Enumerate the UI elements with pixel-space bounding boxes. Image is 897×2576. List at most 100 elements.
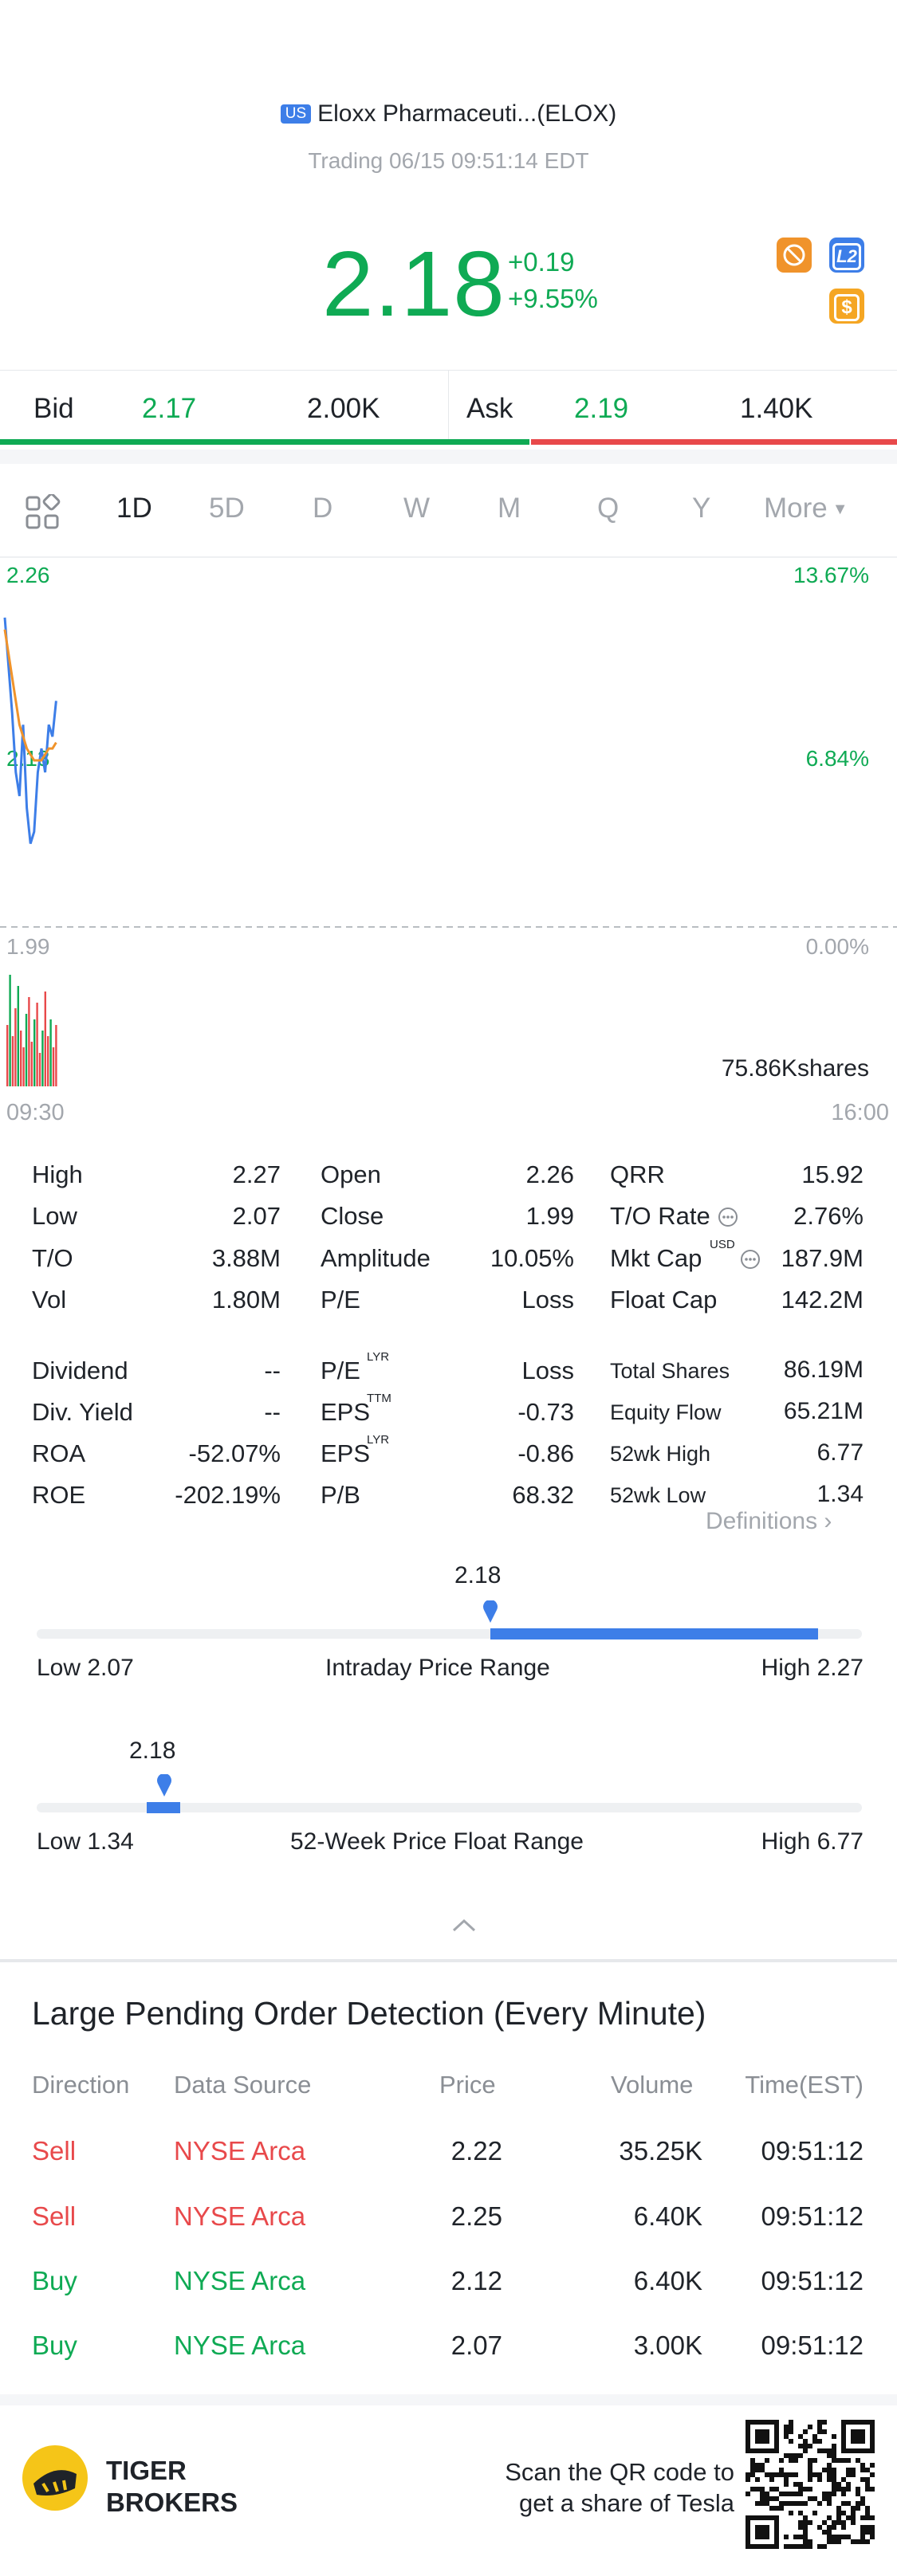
lock-badge-icon[interactable] xyxy=(777,238,812,273)
volume-bar xyxy=(14,1008,17,1086)
tab-week[interactable]: W xyxy=(403,493,431,524)
tab-5d[interactable]: 5D xyxy=(209,493,245,524)
info-icon[interactable] xyxy=(740,1249,761,1274)
qr-module xyxy=(870,2515,875,2520)
stat-value: Loss xyxy=(521,1286,574,1314)
qr-module xyxy=(755,2487,760,2492)
qr-module xyxy=(836,2506,841,2511)
stat-label: Equity Flow xyxy=(610,1400,722,1424)
qr-module xyxy=(789,2453,793,2458)
qr-module xyxy=(817,2525,822,2530)
qr-module xyxy=(836,2539,841,2544)
stat-value: 6.77 xyxy=(816,1439,864,1466)
stock-title: US Eloxx Pharmaceuti...(ELOX) xyxy=(0,100,897,128)
info-icon[interactable] xyxy=(718,1207,738,1231)
qr-module xyxy=(817,2429,822,2434)
layout-grid-icon[interactable] xyxy=(24,493,61,535)
stat-label: Mkt Cap xyxy=(610,1244,702,1272)
qr-module xyxy=(798,2453,803,2458)
qr-module xyxy=(841,2525,846,2530)
order-volume: 6.40K xyxy=(633,2201,702,2231)
footer: TIGER BROKERS Scan the QR code to get a sh… xyxy=(0,2394,897,2576)
volume-label: 75.86Kshares xyxy=(721,1055,869,1082)
section-gap xyxy=(0,450,897,464)
week52-marker-icon xyxy=(156,1773,172,1800)
volume-bar xyxy=(36,1003,38,1086)
tab-day[interactable]: D xyxy=(313,493,333,524)
order-source: NYSE Arca xyxy=(174,2136,306,2166)
qr-module xyxy=(860,2535,865,2539)
qr-module xyxy=(856,2458,860,2463)
definitions-link[interactable]: Definitions › xyxy=(706,1508,832,1535)
bid-price: 2.17 xyxy=(142,393,197,424)
col-price: Price xyxy=(439,2071,496,2099)
chevron-up-icon[interactable] xyxy=(450,1916,478,1938)
qr-module xyxy=(827,2501,832,2506)
intraday-price-chart[interactable] xyxy=(0,558,897,1116)
qr-module xyxy=(793,2458,798,2463)
week52-current-price: 2.18 xyxy=(129,1738,176,1764)
order-direction: Sell xyxy=(32,2201,77,2231)
qr-module xyxy=(784,2535,789,2539)
qr-module xyxy=(870,2463,875,2468)
stat-label: T/O Rate xyxy=(610,1202,710,1230)
qr-module xyxy=(851,2515,856,2520)
qr-module xyxy=(769,2496,774,2501)
qr-module xyxy=(827,2453,832,2458)
tab-month[interactable]: M xyxy=(498,493,521,524)
qr-module xyxy=(851,2539,856,2544)
volume-bar xyxy=(52,1047,55,1086)
qr-module xyxy=(841,2511,846,2515)
qr-module xyxy=(784,2453,789,2458)
qr-module xyxy=(865,2525,870,2530)
chevron-down-icon: ▼ xyxy=(832,501,848,518)
qr-module xyxy=(784,2544,789,2549)
qr-code-icon[interactable] xyxy=(746,2420,875,2549)
volume-bar xyxy=(47,1036,49,1086)
tab-year[interactable]: Y xyxy=(692,493,711,524)
qr-module xyxy=(851,2468,856,2472)
qr-module xyxy=(789,2501,793,2506)
stat-label: Amplitude xyxy=(321,1244,431,1272)
stat-value: 3.88M xyxy=(211,1244,281,1272)
level2-badge-icon[interactable]: L2 xyxy=(829,238,864,273)
order-price: 2.07 xyxy=(450,2331,502,2360)
qr-module xyxy=(789,2472,793,2477)
qr-module xyxy=(779,2501,784,2506)
order-source: NYSE Arca xyxy=(174,2201,306,2231)
qr-module xyxy=(817,2425,822,2429)
qr-module xyxy=(865,2539,870,2544)
bid-label: Bid xyxy=(33,393,74,424)
tab-1d[interactable]: 1D xyxy=(116,493,152,524)
qr-module xyxy=(822,2468,827,2472)
qr-module xyxy=(832,2482,836,2487)
qr-module xyxy=(841,2535,846,2539)
qr-module xyxy=(765,2472,769,2477)
volume-bar xyxy=(49,1019,52,1086)
stat-label-superscript: USD xyxy=(710,1238,735,1251)
qr-module xyxy=(760,2492,765,2496)
qr-module xyxy=(784,2429,789,2434)
qr-module xyxy=(832,2453,836,2458)
time-end: 16:00 xyxy=(831,1100,889,1125)
qr-module xyxy=(774,2506,779,2511)
qr-module xyxy=(827,2463,832,2468)
qr-module xyxy=(760,2501,765,2506)
qr-module xyxy=(798,2520,803,2525)
qr-module xyxy=(817,2472,822,2477)
tiger-logo-icon xyxy=(19,2442,91,2518)
dollar-badge-icon[interactable]: $ xyxy=(829,289,864,324)
qr-module xyxy=(808,2463,812,2468)
tab-quarter[interactable]: Q xyxy=(597,493,620,524)
stat-label: P/B xyxy=(321,1481,360,1509)
week52-range-title: 52-Week Price Float Range xyxy=(290,1828,584,1855)
qr-module xyxy=(836,2487,841,2492)
price-change: +0.19 xyxy=(508,247,575,277)
qr-module xyxy=(760,2487,765,2492)
qr-module xyxy=(789,2544,793,2549)
qr-module xyxy=(750,2487,755,2492)
qr-module xyxy=(822,2544,827,2549)
stock-name[interactable]: Eloxx Pharmaceuti...(ELOX) xyxy=(317,100,617,127)
volume-bar xyxy=(41,1031,44,1086)
tab-more[interactable]: More ▼ xyxy=(764,493,848,524)
